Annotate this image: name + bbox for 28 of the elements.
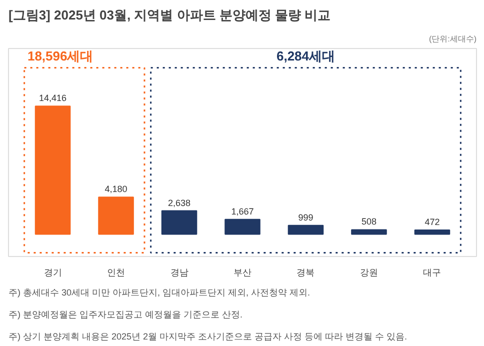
x-tick-label: 경북: [296, 268, 315, 278]
x-tick-label: 인천: [107, 268, 126, 278]
data-label: 4,180: [104, 184, 128, 194]
x-tick-label: 대구: [423, 268, 442, 278]
x-tick-label: 부산: [234, 268, 252, 278]
bar: [351, 229, 387, 235]
text: 6,284세대: [276, 48, 336, 64]
bar: [34, 106, 71, 235]
chart-subtitle: (단위:세대수): [428, 34, 477, 44]
text: 주) 총세대수 30세대 미만 아파트단지, 임대아파트단지 제외, 사전청약 제외.: [8, 288, 310, 298]
bar: [98, 196, 134, 235]
bar: [161, 210, 198, 235]
bar: [288, 224, 324, 235]
data-label: 999: [298, 212, 314, 222]
data-label: 2,638: [168, 198, 191, 208]
x-tick-label: 강원: [360, 268, 378, 278]
text: 주) 분양예정월은 입주자모집공고 예정월을 기준으로 산정.: [8, 310, 242, 320]
bar: [224, 218, 260, 235]
data-label: 1,667: [231, 206, 254, 216]
data-label: 472: [424, 217, 440, 228]
data-label: 14,416: [39, 93, 67, 104]
text: 18,596세대: [27, 48, 94, 64]
text: 주) 상기 분양계획 내용은 2025년 2월 마지막주 조사기준으로 공급자 사정 등에 따라 변경될 수 있음.: [8, 332, 408, 342]
x-tick-label: 경남: [170, 268, 188, 278]
data-label: 508: [361, 216, 377, 227]
chart-title: [그림3] 2025년 03월, 지역별 아파트 분양예정 물량 비교: [8, 8, 331, 22]
bar: [414, 230, 450, 235]
x-tick-label: 경기: [44, 268, 62, 278]
